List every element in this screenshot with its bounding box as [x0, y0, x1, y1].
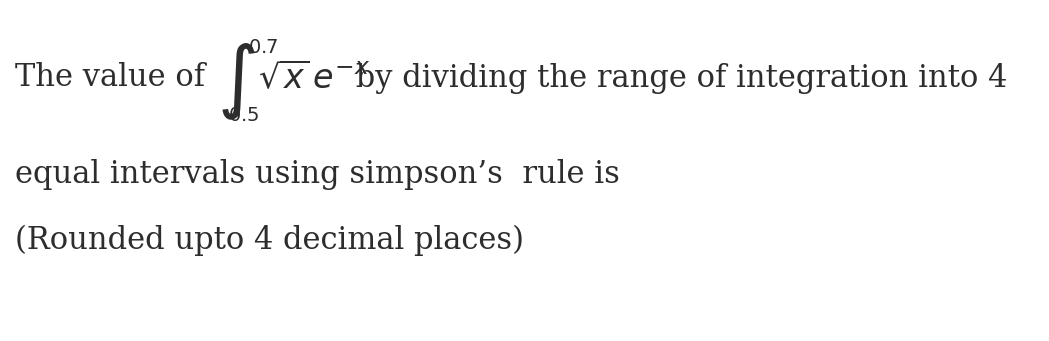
Text: The value of: The value of: [15, 62, 205, 93]
Text: equal intervals using simpson’s  rule is: equal intervals using simpson’s rule is: [15, 160, 620, 191]
Text: $\sqrt{x}\,e^{-x}$: $\sqrt{x}\,e^{-x}$: [258, 61, 370, 95]
Text: $0.7$: $0.7$: [248, 39, 278, 57]
Text: $\int$: $\int$: [217, 42, 255, 122]
Text: $0.5$: $0.5$: [228, 107, 259, 125]
Text: by dividing the range of integration into 4: by dividing the range of integration int…: [346, 62, 1007, 93]
Text: (Rounded upto 4 decimal places): (Rounded upto 4 decimal places): [15, 224, 524, 256]
